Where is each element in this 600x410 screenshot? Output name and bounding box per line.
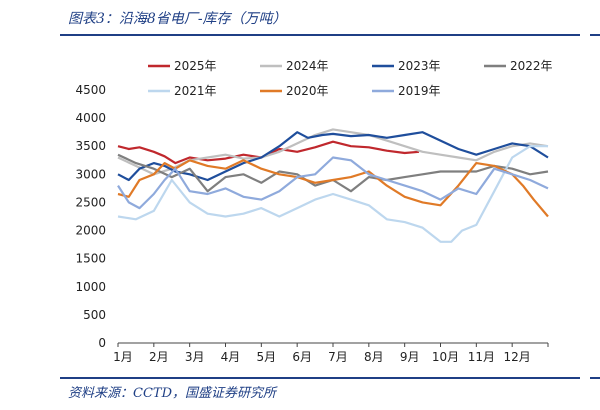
y-tick-label: 4500 (75, 83, 106, 97)
caption-rule (60, 34, 580, 36)
legend-label: 2023年 (398, 59, 441, 73)
x-tick-label: 12月 (504, 350, 531, 364)
x-tick-label: 7月 (328, 350, 348, 364)
series-line (117, 140, 420, 165)
y-tick-label: 2500 (75, 195, 106, 209)
axes: 0 500 1000 1500 2000 2500 3000 3500 4000 4500 1月 2月… (75, 83, 549, 364)
x-tick-label: 9月 (400, 350, 420, 364)
x-tick-label: 5月 (257, 350, 277, 364)
x-tick-label: 6月 (292, 350, 312, 364)
figure-caption: 图表3：沿海8省电厂-库存（万吨） (68, 11, 287, 27)
legend-label: 2025年 (174, 59, 217, 73)
rule-end-mark (590, 34, 600, 36)
y-tick-label: 3500 (75, 139, 106, 153)
y-tick-label: 4000 (75, 111, 106, 125)
legend-label: 2022年 (510, 59, 553, 73)
legend-label: 2021年 (174, 84, 217, 98)
source-rule (60, 377, 580, 379)
y-tick-label: 2000 (75, 224, 106, 238)
legend: 2025年 2024年 2023年 2022年 2021年 2020年 2019年 (148, 59, 553, 98)
series-lines (117, 128, 549, 243)
series-line (117, 156, 549, 210)
y-tick-label: 3000 (75, 167, 106, 181)
x-tick-label: 4月 (221, 350, 241, 364)
legend-label: 2019年 (398, 84, 441, 98)
y-tick-label: 500 (83, 308, 106, 322)
x-tick-label: 3月 (185, 350, 205, 364)
x-tick-label: 1月 (113, 350, 133, 364)
y-tick-label: 0 (98, 336, 106, 350)
series-line (117, 159, 549, 218)
x-tick-label: 8月 (364, 350, 384, 364)
series-line (117, 131, 549, 182)
rule-end-mark (590, 377, 600, 379)
y-tick-label: 1500 (75, 252, 106, 266)
series-line (117, 145, 548, 243)
x-tick-label: 11月 (468, 350, 495, 364)
x-tick-label: 10月 (432, 350, 459, 364)
source-note: 资料来源：CCTD，国盛证券研究所 (68, 386, 276, 401)
x-tick-label: 2月 (149, 350, 169, 364)
y-tick-label: 1000 (75, 280, 106, 294)
legend-label: 2024年 (286, 59, 329, 73)
legend-label: 2020年 (286, 84, 329, 98)
